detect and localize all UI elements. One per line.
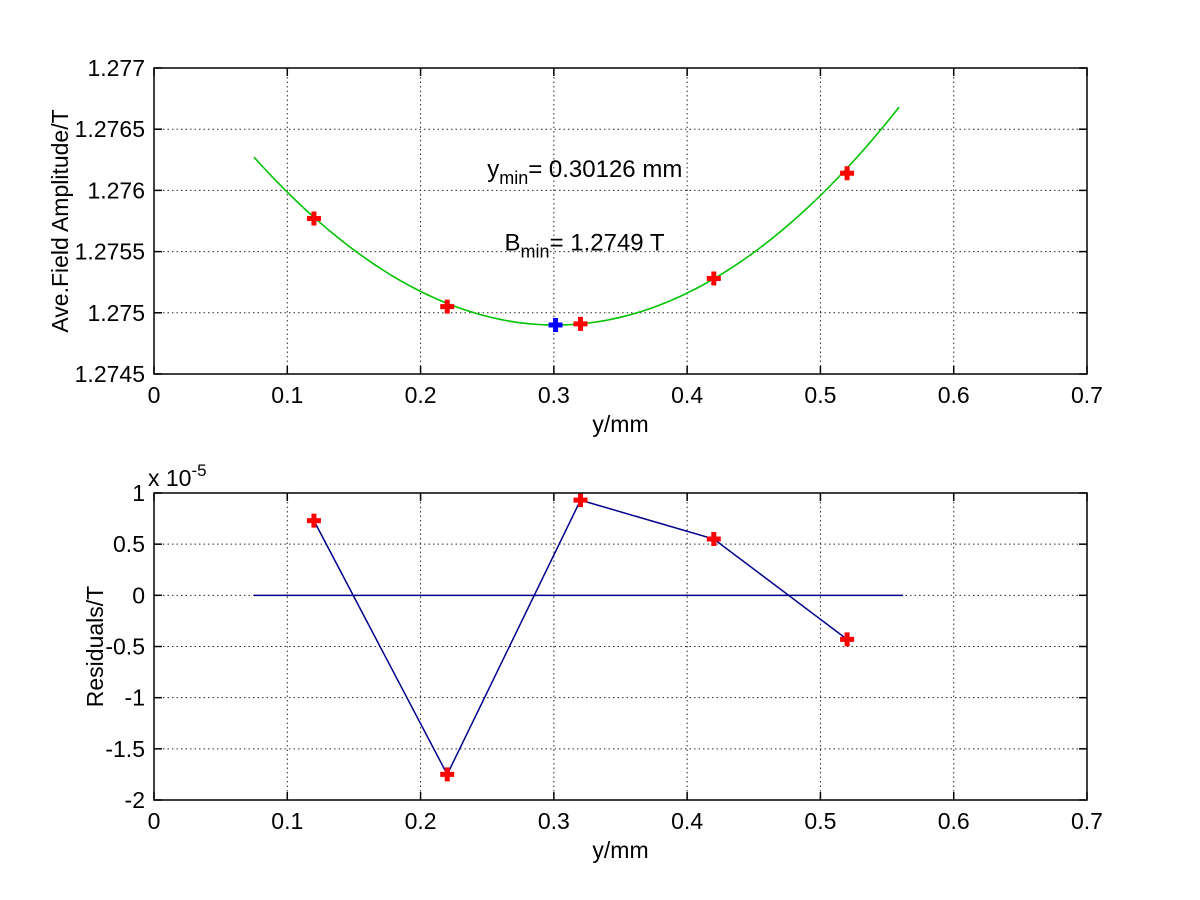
y-tick-label: 1 — [132, 480, 145, 506]
subplot-residuals: 0 0.1 0.2 0.3 0.4 0.5 0.6 0.7 1 0.5 0 -0.5 -1 -1.5 -2 y… — [82, 461, 1103, 863]
y-tick-label: 1.276 — [87, 177, 145, 203]
data-point-marker — [573, 316, 588, 331]
data-point-marker — [440, 299, 455, 314]
subplot-field-amplitude: 0 0.1 0.2 0.3 0.4 0.5 0.6 0.7 1.2745 1.275 1.2755 1… — [47, 55, 1103, 437]
y-tick-label: 1.2765 — [75, 116, 145, 142]
axis-ticks — [153, 67, 1088, 375]
y-tick-label: 1.2755 — [75, 239, 145, 265]
x-axis-label: y/mm — [592, 837, 648, 863]
x-tick-label: 0.2 — [405, 808, 437, 834]
x-axis-label: y/mm — [592, 411, 648, 437]
y-tick-label: 0 — [132, 582, 145, 608]
fitted-minimum-point-markers — [548, 318, 563, 333]
y-axis-label: Residuals/T — [82, 586, 108, 707]
y-tick-label: 1.277 — [87, 55, 145, 81]
x-tick-label: 0.3 — [538, 382, 570, 408]
residuals-polyline — [313, 499, 848, 777]
y-tick-label: -1 — [125, 685, 145, 711]
annotation-bmin: Bmin= 1.2749 T — [505, 229, 665, 261]
data-point-marker — [840, 632, 855, 647]
x-tick-label: 0 — [148, 808, 161, 834]
y-tick-label: 0.5 — [113, 531, 145, 557]
x-tick-label: 0.4 — [671, 808, 703, 834]
x-tick-label: 0.1 — [271, 808, 303, 834]
minimum-point-marker — [548, 318, 563, 333]
residuals-markers — [306, 493, 855, 782]
data-point-marker — [840, 166, 855, 181]
y-tick-label: 1.275 — [87, 300, 145, 326]
x-tick-label: 0 — [148, 382, 161, 408]
x-tick-label: 0.6 — [938, 808, 970, 834]
grid — [154, 68, 1087, 374]
data-point-marker — [306, 211, 321, 226]
data-point-marker — [306, 513, 321, 528]
y-tick-label: -2 — [125, 787, 145, 813]
axis-ticks — [153, 492, 1088, 801]
x-tick-label: 0.4 — [671, 382, 703, 408]
x-tick-label: 0.1 — [271, 382, 303, 408]
x-tick-label: 0.7 — [1071, 808, 1103, 834]
data-point-marker — [706, 532, 721, 547]
x-tick-label: 0.6 — [938, 382, 970, 408]
x-tick-label: 0.5 — [804, 808, 836, 834]
data-point-marker — [706, 271, 721, 286]
y-tick-label: -0.5 — [105, 634, 145, 660]
data-point-marker — [573, 493, 588, 508]
y-scale-multiplier: x 10-5 — [148, 461, 207, 491]
grid — [154, 493, 1087, 800]
annotation-ymin: ymin= 0.30126 mm — [487, 156, 682, 188]
y-tick-label: 1.2745 — [75, 361, 145, 387]
data-point-marker — [440, 767, 455, 782]
fit-curve — [253, 106, 900, 326]
x-tick-label: 0.3 — [538, 808, 570, 834]
x-tick-label: 0.5 — [804, 382, 836, 408]
plot-box — [153, 67, 1088, 375]
y-axis-label: Ave.Field Amplitude/T — [47, 109, 73, 332]
y-tick-label: -1.5 — [105, 736, 145, 762]
measured-points-markers — [306, 166, 855, 331]
x-tick-label: 0.2 — [405, 382, 437, 408]
x-tick-label: 0.7 — [1071, 382, 1103, 408]
